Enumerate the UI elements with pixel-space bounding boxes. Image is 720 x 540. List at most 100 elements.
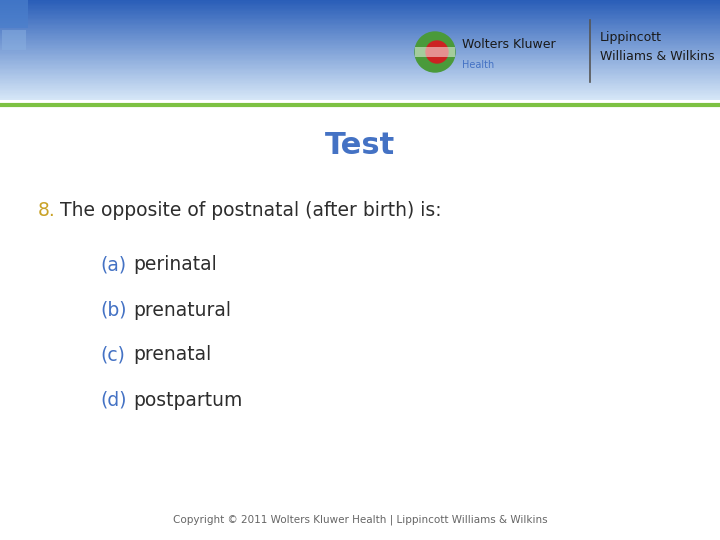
Bar: [0, 31, 720, 32]
Bar: [0, 66, 720, 68]
Bar: [0, 94, 720, 95]
Circle shape: [415, 32, 455, 72]
Bar: [0, 69, 720, 70]
Bar: [0, 0, 720, 1]
Bar: [0, 43, 720, 44]
Text: Lippincott
Williams & Wilkins: Lippincott Williams & Wilkins: [600, 31, 714, 63]
Bar: [2, 30, 26, 50]
Bar: [0, 32, 720, 33]
Bar: [0, 96, 720, 98]
Bar: [0, 95, 720, 96]
Bar: [0, 26, 720, 28]
Bar: [0, 14, 720, 15]
Circle shape: [426, 41, 448, 63]
Bar: [0, 98, 720, 99]
Text: Health: Health: [462, 60, 494, 70]
Text: (c): (c): [100, 346, 125, 365]
Bar: [0, 57, 720, 59]
Bar: [0, 68, 720, 69]
Bar: [0, 3, 720, 4]
Bar: [0, 75, 720, 76]
Bar: [0, 16, 720, 17]
Bar: [0, 19, 720, 20]
Bar: [0, 55, 720, 56]
Bar: [0, 48, 720, 49]
Bar: [0, 11, 720, 12]
Bar: [0, 39, 720, 40]
Text: perinatal: perinatal: [133, 255, 217, 274]
Text: postpartum: postpartum: [133, 390, 243, 409]
Bar: [0, 25, 720, 26]
Bar: [0, 5, 720, 6]
Bar: [0, 46, 720, 48]
Bar: [0, 49, 720, 50]
Bar: [0, 12, 720, 14]
Bar: [0, 21, 720, 23]
Bar: [0, 83, 720, 84]
Bar: [0, 92, 720, 94]
Bar: [0, 61, 720, 63]
Bar: [0, 50, 720, 51]
Bar: [0, 84, 720, 85]
Bar: [0, 8, 720, 9]
Bar: [0, 99, 720, 100]
Bar: [0, 65, 720, 66]
Bar: [0, 76, 720, 78]
Bar: [0, 37, 720, 39]
Bar: [0, 17, 720, 19]
Bar: [0, 36, 720, 37]
Bar: [0, 74, 720, 75]
Bar: [0, 0, 28, 28]
Bar: [0, 59, 720, 60]
Bar: [0, 54, 720, 55]
Bar: [0, 20, 720, 21]
Text: prenatal: prenatal: [133, 346, 211, 365]
Bar: [0, 89, 720, 90]
Bar: [0, 40, 720, 41]
Bar: [0, 52, 720, 54]
Bar: [0, 24, 720, 25]
Bar: [0, 28, 720, 29]
Bar: [415, 47, 455, 57]
Bar: [0, 29, 720, 30]
Bar: [0, 41, 720, 43]
Bar: [0, 81, 720, 83]
Bar: [0, 56, 720, 57]
Bar: [0, 63, 720, 64]
Bar: [0, 60, 720, 61]
Text: Copyright © 2011 Wolters Kluwer Health | Lippincott Williams & Wilkins: Copyright © 2011 Wolters Kluwer Health |…: [173, 515, 547, 525]
Bar: [0, 9, 720, 10]
Text: (d): (d): [100, 390, 127, 409]
Bar: [0, 87, 720, 89]
Bar: [0, 4, 720, 5]
Text: prenatural: prenatural: [133, 300, 231, 320]
Bar: [0, 10, 720, 11]
Bar: [0, 15, 720, 16]
Bar: [0, 33, 720, 35]
Text: (b): (b): [100, 300, 127, 320]
Bar: [0, 30, 720, 31]
Bar: [0, 1, 720, 3]
Text: (a): (a): [100, 255, 126, 274]
Bar: [0, 35, 720, 36]
Bar: [0, 64, 720, 65]
Bar: [0, 23, 720, 24]
Bar: [0, 72, 720, 74]
Bar: [0, 44, 720, 45]
Bar: [0, 45, 720, 46]
Text: Test: Test: [325, 131, 395, 159]
Text: The opposite of postnatal (after birth) is:: The opposite of postnatal (after birth) …: [60, 200, 441, 219]
Bar: [0, 78, 720, 79]
Bar: [0, 70, 720, 71]
Bar: [0, 85, 720, 86]
Bar: [0, 91, 720, 92]
Bar: [0, 80, 720, 81]
Text: Wolters Kluwer: Wolters Kluwer: [462, 38, 556, 51]
Text: 8.: 8.: [38, 200, 55, 219]
Bar: [0, 90, 720, 91]
Bar: [0, 71, 720, 72]
Bar: [0, 6, 720, 8]
Bar: [0, 86, 720, 87]
Bar: [0, 79, 720, 80]
Bar: [0, 51, 720, 52]
